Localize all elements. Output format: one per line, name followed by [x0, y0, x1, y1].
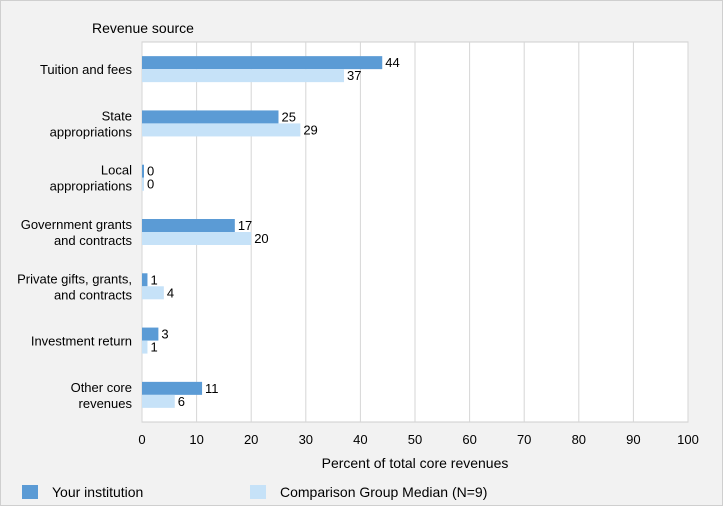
- bar-your-institution: [142, 219, 235, 232]
- category-label: Tuition and fees: [40, 62, 133, 77]
- bar-your-institution: [142, 164, 144, 178]
- x-tick-label: 60: [462, 432, 476, 447]
- bar-value-label: 11: [205, 381, 219, 396]
- bar-value-label: 0: [147, 177, 154, 192]
- category-label: appropriations: [50, 179, 133, 194]
- bar-value-label: 1: [150, 272, 157, 287]
- category-label: Government grants: [21, 217, 133, 232]
- category-label: Local: [101, 163, 132, 178]
- category-label: and contracts: [54, 287, 133, 302]
- bar-value-label: 6: [178, 394, 185, 409]
- x-tick-label: 100: [677, 432, 699, 447]
- legend-swatch-your-institution: [22, 485, 38, 499]
- x-tick-label: 30: [299, 432, 313, 447]
- bar-comparison-median: [142, 286, 164, 300]
- bar-your-institution: [142, 381, 203, 395]
- bar-comparison-median: [142, 232, 252, 245]
- x-tick-label: 90: [626, 432, 640, 447]
- bar-comparison-median: [142, 177, 144, 191]
- bar-your-institution: [142, 56, 383, 70]
- bar-value-label: 0: [147, 164, 154, 179]
- bar-your-institution: [142, 273, 148, 287]
- bar-value-label: 3: [161, 327, 168, 342]
- legend-item-your-institution: Your institution: [22, 484, 143, 500]
- x-tick-label: 70: [517, 432, 531, 447]
- legend: Your institution Comparison Group Median…: [0, 476, 721, 506]
- bar-value-label: 44: [385, 55, 399, 70]
- x-tick-label: 80: [572, 432, 586, 447]
- category-label: State: [102, 108, 132, 123]
- category-label: and contracts: [54, 233, 133, 248]
- x-tick-label: 50: [408, 432, 422, 447]
- x-tick-label: 0: [138, 432, 145, 447]
- bar-value-label: 20: [254, 231, 268, 246]
- bar-value-label: 37: [347, 68, 361, 83]
- bar-value-label: 4: [167, 285, 174, 300]
- legend-swatch-comparison-median: [250, 485, 266, 499]
- bar-your-institution: [142, 110, 279, 124]
- category-label: Investment return: [31, 334, 132, 349]
- legend-label: Your institution: [52, 484, 144, 500]
- y-axis-title: Revenue source: [92, 20, 194, 36]
- bar-comparison-median: [142, 340, 148, 354]
- bar-value-label: 17: [238, 218, 252, 233]
- x-tick-label: 20: [244, 432, 258, 447]
- bar-comparison-median: [142, 394, 175, 408]
- category-label: Private gifts, grants,: [17, 271, 132, 286]
- category-label: appropriations: [50, 124, 133, 139]
- x-axis-title: Percent of total core revenues: [322, 455, 509, 471]
- category-label: revenues: [79, 396, 133, 411]
- category-label: Other core: [71, 380, 132, 395]
- bar-value-label: 29: [303, 122, 317, 137]
- legend-label: Comparison Group Median (N=9): [280, 484, 488, 500]
- legend-item-comparison-median: Comparison Group Median (N=9): [250, 484, 487, 500]
- bar-value-label: 25: [282, 109, 296, 124]
- x-tick-label: 10: [189, 432, 203, 447]
- x-tick-label: 40: [353, 432, 367, 447]
- bar-value-label: 1: [150, 340, 157, 355]
- bar-comparison-median: [142, 123, 301, 137]
- bar-your-institution: [142, 327, 159, 341]
- bar-comparison-median: [142, 69, 345, 83]
